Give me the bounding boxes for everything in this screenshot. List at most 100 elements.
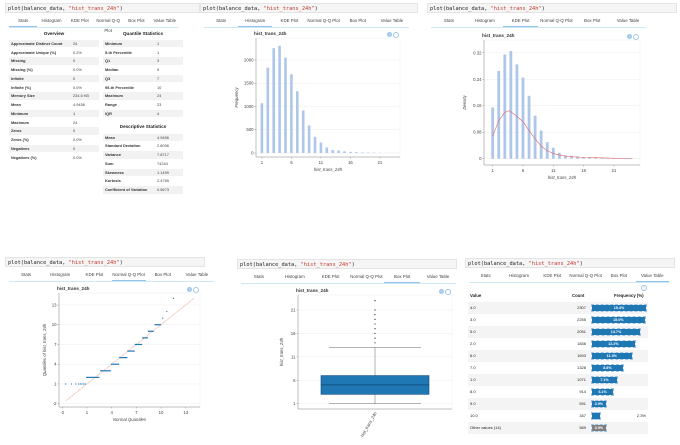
tab-box-plot[interactable]: Box Plot [384,272,421,283]
value-table-row: 8.0 914 6.1% [468,386,648,398]
tab-histogram[interactable]: Histogram [41,18,62,23]
histogram-bar [272,48,276,154]
help-icon[interactable]: ? [627,34,632,39]
stats-row: Maximum 24 [9,119,99,127]
density-bar [515,64,519,159]
tab-box-plot[interactable]: Box Plot [128,18,145,23]
tab-histogram[interactable]: Histogram [474,18,495,23]
outlier-point [374,300,376,302]
stats-row: Approximate Distinct Count 24 [9,39,99,48]
tab-stats[interactable]: Stats [480,273,491,278]
stats-row: Missing 0 [9,57,99,65]
chart-title: hist_trans_24h [254,31,287,36]
tab-value-table[interactable]: Value Table [426,274,450,279]
help-icon[interactable]: ? [387,32,392,37]
code-cell[interactable]: plot(balance_data, "hist_trans_24h") [200,3,418,13]
tab-normal-q-q-plot[interactable]: Normal Q-Q Plot [569,273,602,278]
y-axis-label: hist_trans_24h [279,337,284,366]
kde-curve [492,110,633,159]
tab-value-table[interactable]: Value Table [616,18,640,23]
plot-area [255,37,401,158]
tab-value-table[interactable]: Value Table [153,18,177,23]
help-icon[interactable]: ? [187,287,192,292]
y-tick-label: 10 [52,322,57,327]
y-axis-label: Frequency [234,87,239,108]
code-function: plot(balance_data, [240,262,301,268]
stats-row: Approximate Unique (%) 0.2% [9,49,99,57]
tab-box-plot[interactable]: Box Plot [584,18,601,23]
code-string-arg: "hist_trans_24h" [528,261,580,267]
column-header-frequency[interactable]: Frequency (%) [614,293,644,298]
reset-icon[interactable] [445,289,451,295]
code-cell[interactable]: plot(balance_data, "hist_trans_24h") [237,259,457,269]
tab-kde-plot[interactable]: KDE Plot [70,18,89,23]
tab-value-table[interactable]: Value Table [380,18,404,23]
code-cell[interactable]: plot(balance_data, "hist_trans_24h") [5,257,205,267]
tab-value-table[interactable]: Value Table [635,271,669,282]
tab-kde-plot[interactable]: KDE Plot [321,274,340,279]
tab-kde-plot[interactable]: KDE Plot [502,16,539,27]
tab-histogram[interactable]: Histogram [284,274,305,279]
output-panel-3: plot(balance_data, "hist_trans_24h") Stat… [427,3,677,28]
frequency-bar [590,412,602,420]
histogram-bar [343,151,346,154]
column-header-count[interactable]: Count [572,293,585,298]
outlier-point [374,328,376,330]
tab-stats[interactable]: Stats [253,274,264,279]
tab-stats[interactable]: Stats [21,272,32,277]
tab-box-plot[interactable]: Box Plot [349,18,366,23]
stats-row: Standard Deviation 2.8056 [103,142,183,150]
tab-normal-q-q-plot[interactable]: Normal Q-Q Plot [96,18,120,33]
chart-title: hist_trans_24h [296,288,329,293]
tab-stats[interactable]: Stats [216,18,227,23]
code-close-paren: ) [579,261,583,267]
stats-label: Q1 [105,58,111,64]
x-tick-label: 1 [491,168,494,173]
count-cell: 1071 [577,377,586,382]
stats-value: 10 [157,84,162,90]
help-icon[interactable]: ? [641,285,647,291]
count-cell: 591 [579,401,586,406]
value-table-row: 10.0 347 2.3% [468,410,648,422]
column-header-value[interactable]: Value [470,293,482,298]
value-table-row: 3.0 2255 15.0% [468,314,648,326]
tab-normal-q-q-plot[interactable]: Normal Q-Q Plot [307,18,340,23]
tab-kde-plot[interactable]: KDE Plot [85,272,104,277]
tab-stats[interactable]: Stats [443,18,454,23]
tab-normal-q-q-plot[interactable]: Normal Q-Q Plot [540,18,573,23]
stats-value: 23 [157,102,162,108]
density-bar [582,157,586,159]
tab-box-plot[interactable]: Box Plot [610,273,628,278]
value-cell: 3.0 [470,317,476,322]
stats-row: 95-th Percentile 10 [103,84,183,92]
code-cell[interactable]: plot(balance_data, "hist_trans_24h") [465,258,675,268]
reset-icon[interactable] [193,287,199,293]
x-tick-label: 1 [86,410,89,415]
tab-histogram[interactable]: Histogram [508,273,529,278]
stats-value: 4.9456 [157,134,169,140]
stats-label: Approximate Unique (%) [11,49,57,55]
stats-row: Zeros (%) 0.0% [9,136,99,144]
tab-kde-plot[interactable]: KDE Plot [543,273,562,278]
reset-icon[interactable] [393,32,399,38]
code-cell[interactable]: plot(balance_data, "hist_trans_24h") [427,3,677,13]
tab-normal-q-q-plot[interactable]: Normal Q-Q Plot [111,270,146,281]
tab-histogram[interactable]: Histogram [238,16,273,27]
help-icon[interactable]: ? [439,289,444,294]
tab-stats[interactable]: Stats [9,16,38,27]
density-bar [606,158,610,159]
tab-histogram[interactable]: Histogram [50,272,71,277]
reset-icon[interactable] [633,34,639,40]
tab-kde-plot[interactable]: KDE Plot [280,18,299,23]
code-cell[interactable]: plot(balance_data, "hist_trans_24h") [5,3,200,13]
stats-row: Negatives (%) 0.0% [9,154,99,162]
stats-value: 3 [157,58,160,64]
value-cell: 8.0 [470,389,476,394]
stats-value: 1 [157,40,160,46]
stats-label: Standard Deviation [105,143,141,149]
tab-normal-q-q-plot[interactable]: Normal Q-Q Plot [350,274,383,279]
stats-value: 0.0% [73,137,82,143]
tab-box-plot[interactable]: Box Plot [154,272,171,277]
tab-value-table[interactable]: Value Table [185,272,209,277]
histogram-bar [266,67,270,154]
